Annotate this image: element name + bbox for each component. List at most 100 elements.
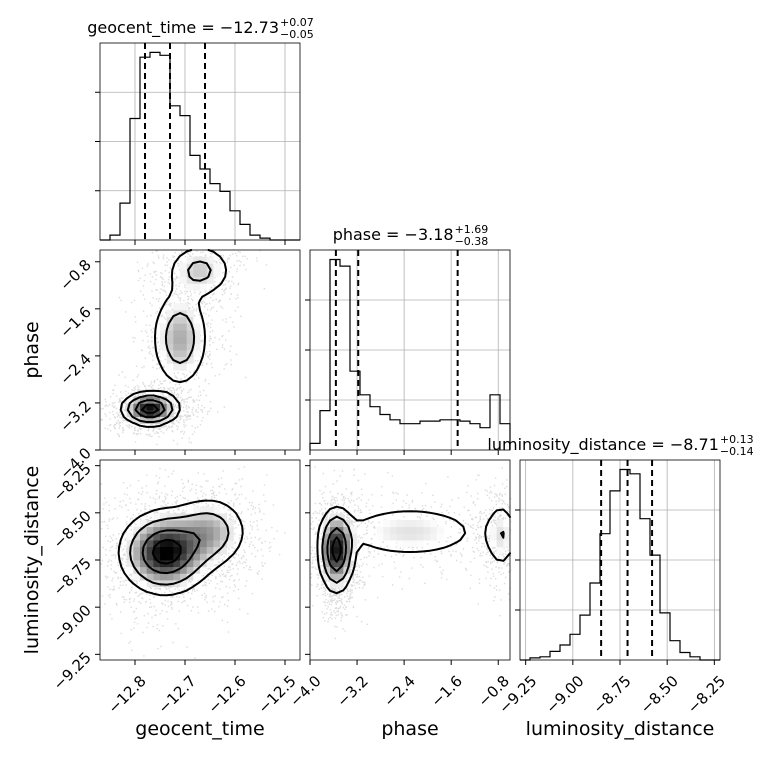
density-cell — [193, 336, 201, 344]
histogram-luminosity_distance — [520, 468, 720, 661]
density-cell — [180, 573, 188, 581]
scatter-frame-geocent_time-phase — [99, 249, 301, 451]
hist-title-luminosity_distance: luminosity_distance = −8.71 — [487, 435, 718, 455]
density-cell — [200, 506, 208, 514]
density-cell — [180, 316, 188, 324]
density-cell — [160, 350, 168, 358]
contour-level-1-geocent_time-phase — [119, 249, 228, 428]
density-cell — [180, 350, 188, 358]
density-cell — [403, 526, 411, 534]
title-value-luminosity_distance: luminosity_distance = −8.71 — [487, 435, 718, 455]
contour-level-2-geocent_time-phase — [126, 260, 212, 423]
density-cell — [343, 553, 351, 561]
density-cell — [146, 416, 154, 424]
density-cell — [496, 540, 504, 548]
density-cell — [336, 560, 344, 568]
density-cell — [186, 336, 194, 344]
density-cell — [186, 330, 194, 338]
density-cell — [173, 330, 181, 338]
density-cell — [193, 573, 201, 581]
density-cell — [173, 323, 181, 331]
density-cell — [173, 336, 181, 344]
density-cell — [173, 350, 181, 358]
density-cell — [200, 566, 208, 574]
density-cell — [330, 533, 338, 541]
density-cell — [336, 573, 344, 581]
density-cell — [206, 540, 214, 548]
density-cell — [220, 533, 228, 541]
marks-layer — [100, 43, 720, 661]
density-cell — [193, 330, 201, 338]
density-cell — [200, 526, 208, 534]
density-cell — [180, 276, 188, 284]
density-cell — [173, 560, 181, 568]
density-cell — [146, 580, 154, 588]
density-cell — [166, 323, 174, 331]
density-cell — [503, 520, 511, 528]
density-cell — [430, 526, 438, 534]
density-cell — [160, 410, 168, 418]
density-cell — [213, 263, 221, 271]
density-cell — [416, 526, 424, 534]
density-cell — [343, 573, 351, 581]
density-cell — [220, 513, 228, 521]
density-cell — [166, 356, 174, 364]
density-cell — [160, 336, 168, 344]
density-cell — [133, 573, 141, 581]
density-cell — [180, 553, 188, 561]
density-cell — [153, 403, 161, 411]
density-cell — [330, 580, 338, 588]
density-cell — [206, 263, 214, 271]
density-cell — [186, 533, 194, 541]
density-cell — [153, 513, 161, 521]
density-cell — [126, 540, 134, 548]
density-cell — [153, 526, 161, 534]
density-cell — [133, 410, 141, 418]
density-cell — [186, 310, 194, 318]
density-cell — [323, 533, 331, 541]
density-cell — [146, 390, 154, 398]
grid-layer — [100, 43, 720, 660]
density-cell — [180, 270, 188, 278]
density-cell — [200, 263, 208, 271]
density-cell — [330, 573, 338, 581]
title-lower-error-luminosity_distance: −0.14 — [720, 445, 754, 458]
density-cell — [173, 343, 181, 351]
density-cell — [186, 323, 194, 331]
density-cell — [213, 526, 221, 534]
density-cell — [186, 363, 194, 371]
title-upper-error-phase: +1.69 — [455, 223, 489, 236]
density-cell — [396, 520, 404, 528]
density-cell — [186, 283, 194, 291]
density-cell — [166, 540, 174, 548]
density-cell — [146, 526, 154, 534]
density-cell — [166, 566, 174, 574]
density-cell — [206, 276, 214, 284]
density-cell — [206, 546, 214, 554]
density-cell — [213, 270, 221, 278]
density-cell — [423, 526, 431, 534]
density-cell — [213, 520, 221, 528]
density-cell — [213, 553, 221, 561]
density-cell — [410, 520, 418, 528]
density-cell — [350, 553, 358, 561]
density-cell — [350, 546, 358, 554]
contour-level-2-phase-luminosity_distance — [321, 515, 505, 584]
xaxis-label-phase: phase — [381, 718, 438, 740]
density-cell — [160, 396, 168, 404]
density-cell — [153, 533, 161, 541]
density-cell — [180, 546, 188, 554]
density-cell — [140, 416, 148, 424]
title-value-phase: phase = −3.18 — [333, 225, 454, 244]
density-cell — [206, 513, 214, 521]
density-cell — [213, 540, 221, 548]
density-cell — [490, 526, 498, 534]
density-cell — [323, 526, 331, 534]
density-cell — [180, 560, 188, 568]
frames-layer — [95, 42, 721, 665]
density-cell — [200, 553, 208, 561]
density-cell — [140, 396, 148, 404]
density-cell — [490, 533, 498, 541]
histogram-geocent_time — [100, 51, 300, 241]
density-cell — [173, 363, 181, 371]
